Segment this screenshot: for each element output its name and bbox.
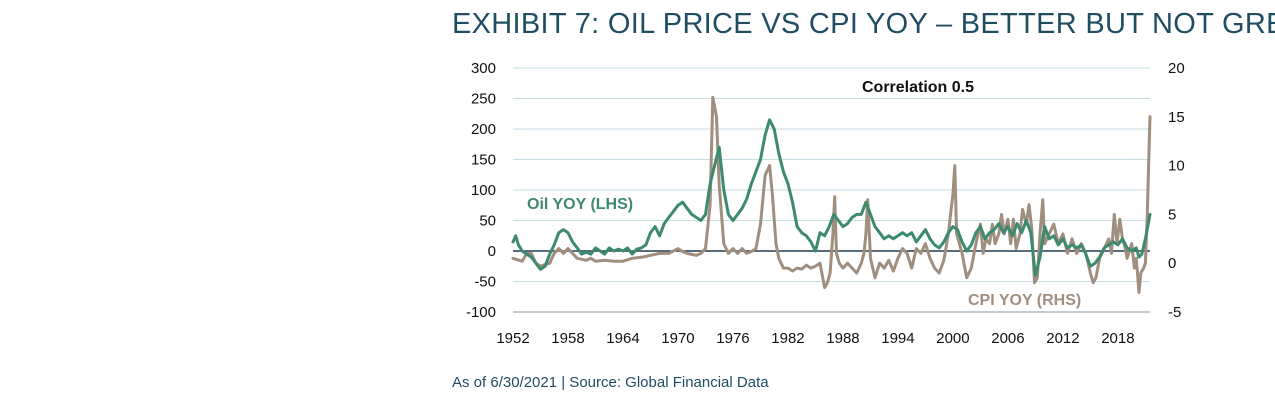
right-tick-label: 20 bbox=[1168, 60, 1185, 77]
left-tick-label: -50 bbox=[474, 274, 496, 291]
x-tick-label: 1976 bbox=[716, 330, 749, 347]
gridlines bbox=[513, 67, 1150, 313]
x-tick-label: 1994 bbox=[881, 330, 914, 347]
x-axis-ticks: 1952 1958 1964 1970 1976 1982 1988 1994 2000 2006… bbox=[496, 330, 1134, 347]
right-tick-label: -5 bbox=[1168, 304, 1181, 321]
x-tick-label: 1988 bbox=[826, 330, 859, 347]
left-tick-label: 300 bbox=[471, 60, 496, 77]
x-tick-label: 2018 bbox=[1101, 330, 1134, 347]
x-tick-label: 2012 bbox=[1046, 330, 1079, 347]
left-axis-ticks: 300 250 200 150 100 50 0 -50 -100 bbox=[466, 60, 496, 321]
x-tick-label: 1964 bbox=[606, 330, 639, 347]
x-tick-label: 1958 bbox=[551, 330, 584, 347]
left-tick-label: 100 bbox=[471, 182, 496, 199]
right-axis-ticks: 20 15 10 5 0 -5 bbox=[1168, 60, 1185, 321]
x-tick-label: 1982 bbox=[771, 330, 804, 347]
oil-yoy-line bbox=[511, 118, 1152, 277]
x-tick-label: 1970 bbox=[661, 330, 694, 347]
left-tick-label: -100 bbox=[466, 304, 496, 321]
left-tick-label: 200 bbox=[471, 121, 496, 138]
left-tick-label: 250 bbox=[471, 91, 496, 108]
source-note: As of 6/30/2021 | Source: Global Financi… bbox=[452, 374, 769, 391]
correlation-annotation: Correlation 0.5 bbox=[862, 79, 974, 96]
right-tick-label: 10 bbox=[1168, 158, 1185, 175]
left-tick-label: 50 bbox=[479, 213, 496, 230]
cpi-yoy-line bbox=[511, 95, 1152, 294]
x-tick-label: 2000 bbox=[936, 330, 969, 347]
left-tick-label: 0 bbox=[488, 243, 496, 260]
left-tick-label: 150 bbox=[471, 152, 496, 169]
series-lines bbox=[511, 95, 1152, 294]
oil-series-label: Oil YOY (LHS) bbox=[527, 196, 633, 213]
chart-title: EXHIBIT 7: OIL PRICE VS CPI YOY – BETTER… bbox=[452, 8, 1275, 40]
right-tick-label: 0 bbox=[1168, 255, 1176, 272]
right-tick-label: 15 bbox=[1168, 109, 1185, 126]
x-tick-label: 1952 bbox=[496, 330, 529, 347]
cpi-series-label: CPI YOY (RHS) bbox=[968, 292, 1081, 309]
right-tick-label: 5 bbox=[1168, 206, 1176, 223]
x-tick-label: 2006 bbox=[991, 330, 1024, 347]
